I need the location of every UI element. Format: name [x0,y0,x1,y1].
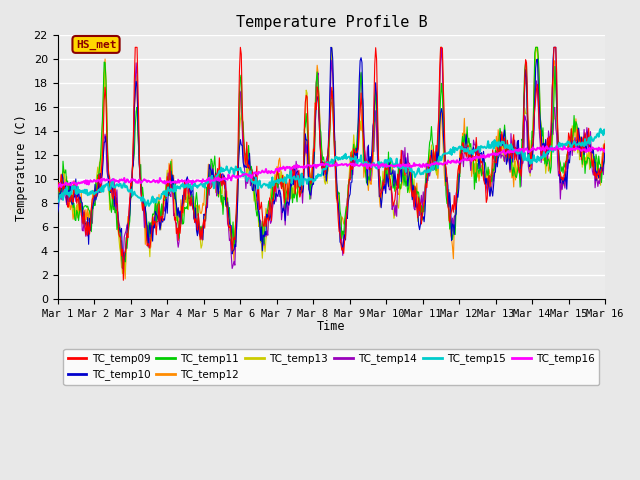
X-axis label: Time: Time [317,320,346,333]
Text: HS_met: HS_met [76,39,116,49]
Title: Temperature Profile B: Temperature Profile B [236,15,427,30]
Y-axis label: Temperature (C): Temperature (C) [15,114,28,221]
Legend: TC_temp09, TC_temp10, TC_temp11, TC_temp12, TC_temp13, TC_temp14, TC_temp15, TC_: TC_temp09, TC_temp10, TC_temp11, TC_temp… [63,349,599,384]
